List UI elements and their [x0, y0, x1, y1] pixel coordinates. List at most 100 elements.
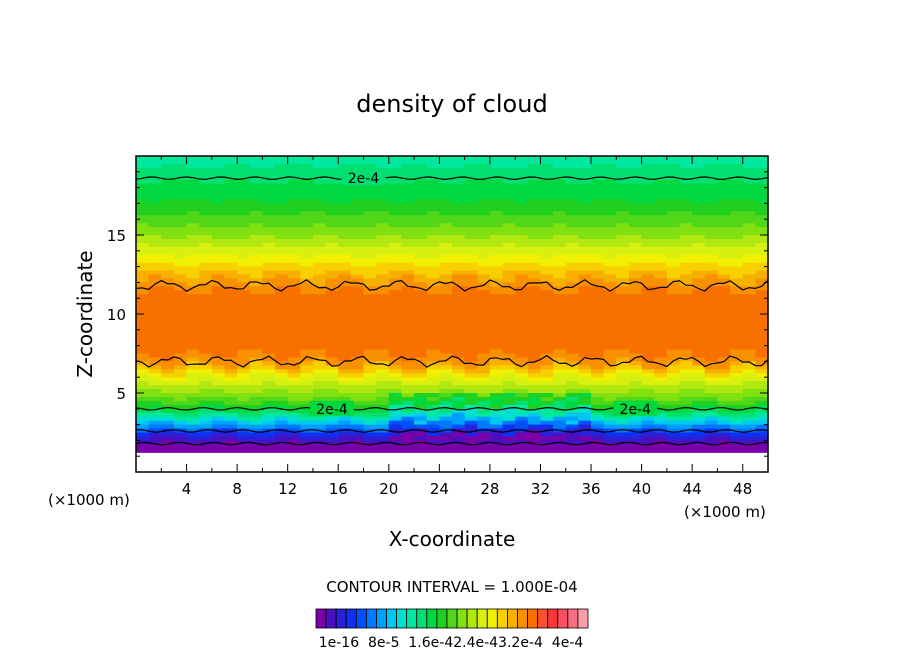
- field-cell: [553, 337, 567, 343]
- field-cell: [388, 310, 403, 315]
- field-cell: [477, 238, 491, 244]
- field-cell: [515, 246, 529, 252]
- field-cell: [666, 187, 681, 193]
- field-cell: [540, 393, 554, 398]
- field-cell: [717, 400, 731, 406]
- field-cell: [148, 310, 162, 315]
- field-cell: [388, 396, 403, 402]
- field-cell: [237, 310, 251, 315]
- field-cell: [414, 420, 428, 426]
- field-cell: [477, 412, 491, 418]
- field-cell: [603, 278, 617, 283]
- field-cell: [565, 156, 579, 161]
- field-cell: [717, 223, 731, 228]
- field-cell: [249, 310, 263, 315]
- field-cell: [199, 250, 213, 256]
- field-cell: [148, 254, 162, 260]
- field-cell: [654, 385, 668, 390]
- field-cell: [755, 396, 769, 402]
- field-cell: [540, 357, 554, 362]
- field-cell: [666, 250, 681, 256]
- field-cell: [641, 211, 655, 216]
- field-cell: [338, 385, 352, 390]
- field-cell: [148, 444, 162, 449]
- field-cell: [287, 317, 301, 323]
- field-cell: [161, 349, 175, 355]
- field-cell: [502, 321, 516, 327]
- field-cell: [325, 207, 339, 212]
- field-cell: [363, 314, 377, 319]
- field-cell: [148, 404, 162, 410]
- field-cell: [452, 416, 466, 422]
- field-cell: [249, 400, 263, 406]
- field-cell: [312, 317, 327, 323]
- field-cell: [477, 377, 491, 382]
- field-cell: [704, 156, 719, 161]
- field-cell: [338, 246, 352, 252]
- field-cell: [350, 163, 365, 169]
- field-cell: [616, 167, 630, 173]
- field-cell: [300, 349, 314, 355]
- field-cell: [628, 282, 643, 287]
- field-cell: [628, 227, 643, 232]
- field-cell: [502, 179, 516, 185]
- field-cell: [692, 349, 706, 355]
- field-cell: [376, 163, 390, 169]
- field-cell: [527, 278, 542, 283]
- field-cell: [515, 274, 529, 280]
- field-cell: [300, 373, 314, 378]
- field-cell: [578, 448, 592, 453]
- field-cell: [489, 207, 504, 212]
- field-cell: [641, 361, 655, 366]
- field-cell: [401, 254, 415, 260]
- field-cell: [199, 314, 213, 319]
- field-cell: [439, 329, 453, 335]
- field-cell: [540, 377, 554, 382]
- field-cell: [148, 432, 162, 438]
- field-cell: [338, 314, 352, 319]
- field-cell: [527, 242, 542, 248]
- field-cell: [287, 215, 301, 220]
- field-cell: [616, 302, 630, 307]
- field-cell: [540, 203, 554, 208]
- field-cell: [262, 258, 276, 264]
- field-cell: [502, 298, 516, 303]
- field-cell: [262, 270, 276, 276]
- field-cell: [679, 369, 693, 374]
- field-cell: [717, 250, 731, 256]
- field-cell: [452, 242, 466, 248]
- field-cell: [591, 238, 605, 244]
- field-cell: [224, 187, 238, 193]
- field-cell: [717, 314, 731, 319]
- field-cell: [249, 278, 263, 283]
- field-cell: [388, 381, 403, 386]
- field-cell: [704, 436, 719, 441]
- field-cell: [565, 215, 579, 220]
- field-cell: [325, 396, 339, 402]
- field-cell: [565, 345, 579, 351]
- field-cell: [325, 159, 339, 165]
- field-cell: [300, 286, 314, 291]
- field-cell: [401, 385, 415, 390]
- field-cell: [211, 432, 226, 438]
- field-cell: [376, 282, 390, 287]
- field-cell: [199, 345, 213, 351]
- field-cell: [641, 167, 655, 173]
- field-cell: [515, 219, 529, 224]
- field-cell: [540, 286, 554, 291]
- field-cell: [287, 274, 301, 280]
- field-cell: [742, 258, 756, 264]
- field-cell: [666, 199, 681, 204]
- field-cell: [679, 321, 693, 327]
- field-cell: [338, 254, 352, 260]
- field-cell: [300, 321, 314, 327]
- field-cell: [325, 444, 339, 449]
- field-cell: [755, 325, 769, 331]
- field-cell: [603, 294, 617, 299]
- field-cell: [489, 448, 504, 453]
- field-cell: [300, 385, 314, 390]
- field-cell: [679, 373, 693, 378]
- field-cell: [654, 365, 668, 370]
- field-cell: [237, 207, 251, 212]
- field-cell: [439, 325, 453, 331]
